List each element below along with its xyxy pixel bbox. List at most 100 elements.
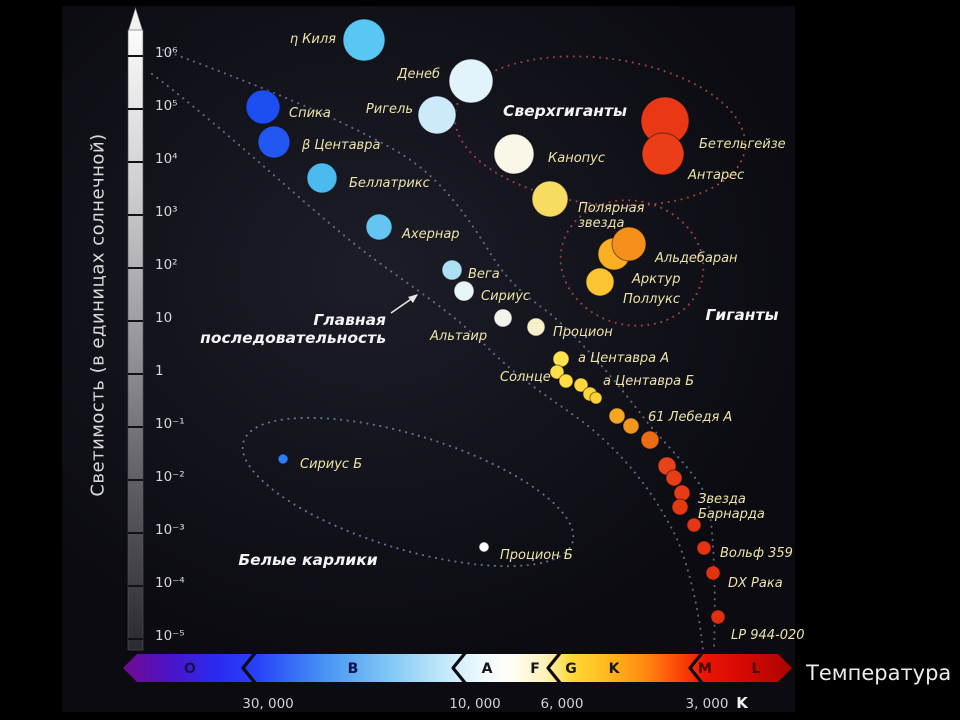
temperature-tick-label: 10, 000: [449, 696, 501, 712]
star-dot: [665, 469, 683, 487]
giants-outline: [559, 199, 705, 327]
spectral-class-divider: [688, 650, 705, 686]
y-tick-label: 10⁻⁵: [155, 628, 185, 644]
spectral-class-divider: [241, 650, 258, 686]
spectral-class-M: M: [698, 661, 712, 677]
star-dot: [640, 430, 660, 450]
spectral-class-K: K: [609, 661, 621, 677]
spectral-class-divider: [451, 650, 468, 686]
y-tick-label: 10⁶: [155, 45, 178, 61]
giants-label: Гиганты: [705, 306, 778, 324]
white-dwarfs-outline: [241, 416, 575, 568]
y-tick-label: 10⁻²: [155, 469, 185, 485]
y-axis: 10⁶ 10⁵ 10⁴ 10³ 10² 10 1 10⁻¹ 10⁻² 10⁻³ 10⁻⁴ 10⁻⁵: [127, 6, 185, 651]
temperature-tick-label: 30, 000: [242, 696, 294, 712]
star-label: Звезда: [698, 492, 746, 507]
star-ахернар: [365, 213, 393, 241]
y-tick-label: 10⁻⁴: [155, 575, 185, 591]
y-tick-label: 10⁻³: [155, 522, 185, 538]
supergiants-outline: [453, 55, 747, 207]
y-tick-label: 10⁴: [155, 151, 178, 167]
luminosity-bar-arrow: [127, 6, 144, 33]
star-label: Вольф 359: [720, 546, 793, 561]
temperature-spectrum-bar: [123, 654, 792, 682]
star-label: Поллукс: [623, 292, 680, 307]
star-процион-б: [478, 541, 490, 553]
y-tick-label: 10⁵: [155, 98, 178, 114]
temperature-tick-label: 3, 000: [686, 696, 729, 712]
star-label: Канопус: [548, 151, 605, 166]
star-label: Беллатрикс: [349, 176, 430, 191]
star-а-центавра-б: [558, 373, 574, 389]
star-антарес: [641, 132, 685, 176]
spectral-class-F: F: [530, 661, 540, 677]
y-tick-label: 1: [155, 363, 164, 379]
star-label: Ригель: [366, 102, 413, 117]
star-label: Альдебаран: [654, 251, 738, 266]
star-label: Процион: [553, 325, 613, 340]
supergiants-label: Сверхгиганты: [503, 102, 627, 120]
star-вега: [441, 259, 463, 281]
star-ригель: [417, 95, 457, 135]
stars: η Киля Денеб Ригель Спика β Центавра Беллатри…: [245, 18, 805, 643]
star-label: DX Рака: [728, 576, 783, 591]
star-dot: [589, 391, 603, 405]
star-61-лебедя-а: [608, 407, 626, 425]
star-label: Полярная: [578, 201, 645, 216]
star-dot: [573, 377, 589, 393]
star-η-киля: [342, 18, 386, 62]
star-альтаир: [493, 308, 513, 328]
star-label: Бетельгейзе: [699, 137, 786, 152]
star-солнце: [552, 350, 570, 368]
y-tick-label: 10: [155, 310, 172, 326]
spectral-class-L: L: [752, 661, 761, 677]
star-label: а Центавра А: [578, 351, 669, 366]
temperature-tick-label: 6, 000: [541, 696, 584, 712]
star-полярная-звезда: [531, 180, 569, 218]
luminosity-gradient-bar: [127, 29, 144, 651]
star-label: Сириус Б: [300, 457, 362, 472]
star-спика: [245, 89, 281, 125]
y-tick-label: 10³: [155, 204, 178, 220]
spectral-class-O: O: [184, 661, 196, 677]
star-dx-рака: [705, 565, 721, 581]
region-labels: Сверхгиганты Гиганты Белые карлики Главнаяп…: [200, 102, 778, 569]
star-label: Арктур: [631, 272, 681, 287]
star-label: Антарес: [687, 168, 744, 183]
star-label: Ахернар: [401, 227, 460, 242]
star-сириус-б: [277, 453, 289, 465]
star-label: LP 944-020: [731, 628, 805, 643]
star-label: звезда: [578, 216, 624, 231]
x-axis-title: Температура: [806, 661, 952, 685]
main-sequence-left-edge: [150, 72, 705, 653]
star-вольф-359: [696, 540, 712, 556]
star-а-центавра-а: [549, 364, 565, 380]
main-sequence-right-edge: [161, 48, 716, 650]
y-tick-label: 10⁻¹: [155, 416, 185, 432]
star-label: Процион Б: [500, 548, 573, 563]
white-dwarfs-label: Белые карлики: [238, 551, 377, 569]
star-label: β Центавра: [301, 138, 380, 153]
star-сириус: [453, 280, 475, 302]
star-dot: [671, 498, 689, 516]
star-канопус: [493, 133, 535, 175]
star-label: Барнарда: [698, 507, 765, 522]
star-процион: [526, 317, 546, 337]
star-label: Сириус: [481, 289, 530, 304]
star-label: 61 Лебедя А: [648, 410, 732, 425]
star-label: Солнце: [500, 370, 551, 385]
star-dot: [622, 417, 640, 435]
spectral-class-divider: [546, 650, 563, 686]
star-label: Денеб: [396, 67, 440, 82]
spectral-class-G: G: [565, 661, 577, 677]
star-label: Альтаир: [429, 329, 487, 344]
star-поллукс: [585, 267, 615, 297]
x-axis: O B A F G K M L 30, 000 10, 000 6, 000 3, 000 K: [123, 650, 792, 712]
star-lp-944-020: [710, 609, 726, 625]
y-tick-label: 10²: [155, 257, 178, 273]
star-dot: [686, 517, 702, 533]
main-sequence-arrowhead: [408, 294, 418, 303]
star-label: а Центавра Б: [603, 374, 694, 389]
